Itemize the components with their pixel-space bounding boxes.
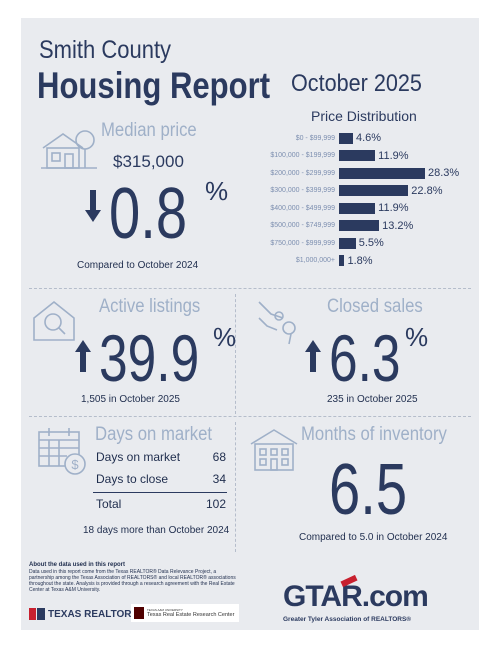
price-distribution-value: 11.9% (378, 149, 409, 162)
up-arrow-icon (75, 340, 91, 377)
building-icon (249, 428, 299, 477)
hand-key-icon (255, 296, 305, 351)
closed-sales-change: 6.3 (329, 321, 401, 395)
days-on-market-title: Days on market (95, 424, 213, 445)
price-distribution-value: 1.8% (347, 254, 373, 267)
price-distribution-value: 28.3% (428, 167, 460, 179)
median-price-change: 0.8 (109, 174, 188, 254)
price-distribution-row: $0 - $99,999 4.6% (247, 131, 381, 145)
dom-row-value: 68 (212, 450, 226, 464)
price-distribution-bar (339, 185, 409, 196)
research-center-logo: TEXAS A&M UNIVERSITY Texas Real Estate R… (131, 604, 239, 622)
price-distribution-bar (339, 150, 376, 161)
months-inventory-caption: Compared to 5.0 in October 2024 (299, 532, 448, 543)
gtar-logo: GTAR.com (283, 580, 429, 613)
price-range-label: $400,000 - $499,999 (270, 204, 335, 212)
report-month: October 2025 (291, 70, 422, 97)
dom-row-value: 34 (212, 472, 226, 486)
texas-realtors-text: TEXAS REALTORS (48, 608, 139, 620)
svg-text:$: $ (71, 457, 79, 472)
price-range-label: $0 - $99,999 (295, 134, 335, 142)
price-range-label: $750,000 - $999,999 (270, 239, 335, 247)
price-distribution-value: 11.9% (378, 202, 409, 214)
months-inventory-value: 6.5 (329, 450, 408, 530)
price-distribution-value: 5.5% (358, 237, 384, 249)
price-distribution-row: $400,000 - $499,999 11.9% (247, 201, 409, 215)
price-distribution-bar (339, 202, 376, 214)
tamu-mark-icon (134, 607, 144, 619)
report-title: Housing Report (37, 65, 271, 106)
price-distribution-bar (339, 220, 380, 231)
price-distribution-row: $750,000 - $999,999 5.5% (247, 236, 384, 250)
calendar-dollar-icon: $ (37, 426, 89, 481)
price-range-label: $100,000 - $199,999 (270, 152, 335, 159)
price-distribution-bar (339, 237, 356, 249)
price-distribution-bar (339, 255, 345, 266)
up-arrow-icon (305, 340, 321, 377)
dom-total-label: Total (96, 497, 122, 511)
dom-row-days-on-market: Days on market 68 (96, 450, 226, 464)
section-divider (29, 416, 471, 417)
median-price-caption: Compared to October 2024 (77, 260, 199, 271)
county-title: Smith County (39, 36, 172, 64)
texas-realtors-mark-icon (29, 608, 45, 620)
tamu-small-text: TEXAS A&M UNIVERSITY (147, 608, 183, 612)
price-distribution-value: 4.6% (355, 132, 382, 144)
total-rule (93, 492, 227, 493)
price-distribution-title: Price Distribution (311, 108, 417, 124)
active-listings-caption: 1,505 in October 2025 (81, 394, 180, 405)
price-distribution-value: 22.8% (411, 184, 443, 197)
down-arrow-icon (85, 190, 101, 227)
median-price-value: $315,000 (113, 152, 184, 171)
section-divider-vertical (235, 422, 236, 552)
price-range-label: $300,000 - $399,999 (270, 187, 335, 194)
price-distribution-row: $100,000 - $199,999 11.9% (247, 149, 409, 163)
median-price-title: Median price (101, 120, 197, 141)
closed-sales-caption: 235 in October 2025 (327, 394, 418, 405)
active-listings-title: Active listings (99, 296, 201, 317)
closed-sales-percent: % (405, 322, 429, 352)
active-listings-percent: % (213, 322, 237, 352)
texas-realtors-logo: TEXAS REALTORS (29, 608, 138, 620)
magnifier-house-icon (31, 298, 77, 349)
section-divider (29, 288, 471, 289)
gtar-tagline: Greater Tyler Association of REALTORS® (283, 616, 412, 623)
price-range-label: $200,000 - $299,999 (270, 169, 335, 177)
closed-sales-title: Closed sales (327, 296, 423, 317)
price-range-label: $500,000 - $749,999 (270, 222, 335, 229)
price-range-label: $1,000,000+ (295, 257, 335, 264)
dom-row-label: Days on market (96, 450, 181, 464)
section-divider-vertical (235, 294, 236, 414)
price-distribution-row: $1,000,000+ 1.8% (247, 254, 373, 268)
price-distribution-bar (339, 132, 353, 144)
dom-total-value: 102 (205, 497, 226, 511)
months-inventory-title: Months of inventory (301, 424, 447, 445)
median-price-percent: % (205, 176, 229, 206)
price-distribution-row: $300,000 - $399,999 22.8% (247, 184, 442, 198)
research-center-text: Texas Real Estate Research Center (147, 612, 235, 618)
dom-row-days-to-close: Days to close 34 (96, 472, 226, 486)
house-tree-icon (39, 126, 99, 177)
about-title: About the data used in this report (29, 562, 126, 568)
active-listings-change: 39.9 (99, 321, 200, 395)
dom-row-label: Days to close (96, 472, 169, 486)
price-distribution-value: 13.2% (382, 219, 414, 232)
about-text: Data used in this report come from the T… (29, 569, 236, 593)
dom-row-total: Total 102 (96, 497, 226, 511)
housing-report-page: Smith County Housing Report October 2025… (21, 18, 479, 630)
days-on-market-caption: 18 days more than October 2024 (83, 525, 230, 536)
price-distribution-row: $500,000 - $749,999 13.2% (247, 219, 413, 233)
price-distribution-row: $200,000 - $299,999 28.3% (247, 166, 459, 180)
price-distribution-bar (339, 167, 425, 179)
